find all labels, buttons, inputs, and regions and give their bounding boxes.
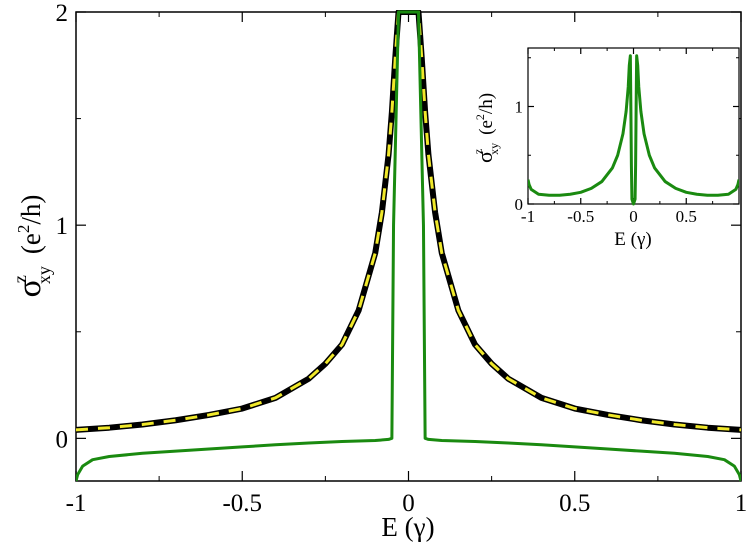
main-x-axis-label: E (γ) — [381, 512, 434, 542]
inset-y-axis-label: σz xy (e2/h) — [471, 93, 501, 163]
inset-y-label-sup: z — [471, 149, 485, 154]
inset-y-label-unit-sup: 2 — [473, 114, 487, 120]
x-tick-label: 0.5 — [676, 207, 697, 226]
main-ticks — [75, 11, 742, 481]
y-tick-label: 0 — [56, 426, 69, 453]
main-y-axis-label: σz xy (e2/h) — [10, 195, 54, 298]
x-tick-label: 1 — [735, 490, 747, 517]
inset-plot: -1 -0.5 0 0.5 0 1 E (γ) σz xy (e2/h) — [471, 47, 740, 250]
inset-y-label-unit-end: /h) — [476, 93, 497, 114]
main-y-label-unit: (e — [16, 233, 46, 254]
main-y-label-sup: z — [10, 275, 30, 283]
inset-y-label-sigma: σ — [472, 151, 497, 163]
inset-x-axis-label: E (γ) — [614, 229, 651, 250]
x-tick-label: -1 — [521, 207, 535, 226]
inset-tick-labels: -1 -0.5 0 0.5 0 1 — [515, 98, 697, 227]
y-tick-label: 0 — [515, 195, 524, 214]
main-y-label-sub: xy — [34, 266, 54, 284]
x-tick-label: -0.5 — [222, 490, 262, 517]
y-tick-label: 1 — [56, 213, 69, 240]
inset-ticks — [527, 48, 739, 205]
series-green-line — [76, 10, 741, 482]
y-tick-label: 2 — [56, 0, 69, 27]
x-tick-label: -0.5 — [567, 207, 594, 226]
inset-y-label-unit: (e — [476, 120, 497, 135]
main-y-label-unit-end: /h) — [16, 195, 46, 225]
main-y-label-unit-sup: 2 — [14, 225, 33, 234]
main-y-label-sigma: σ — [11, 279, 48, 297]
y-tick-label: 1 — [515, 98, 524, 117]
main-series — [76, 10, 741, 482]
inset-y-label-sub: xy — [487, 143, 501, 155]
x-tick-label: -1 — [66, 490, 87, 517]
inset-series — [528, 54, 739, 206]
x-tick-label: 0 — [629, 207, 638, 226]
inset-plot-background — [528, 48, 739, 204]
x-tick-label: 0.5 — [559, 490, 590, 517]
main-tick-labels: -1 -0.5 0 0.5 1 0 1 2 — [56, 0, 747, 517]
series-green-line — [528, 54, 739, 206]
x-tick-label: 0 — [402, 490, 415, 517]
